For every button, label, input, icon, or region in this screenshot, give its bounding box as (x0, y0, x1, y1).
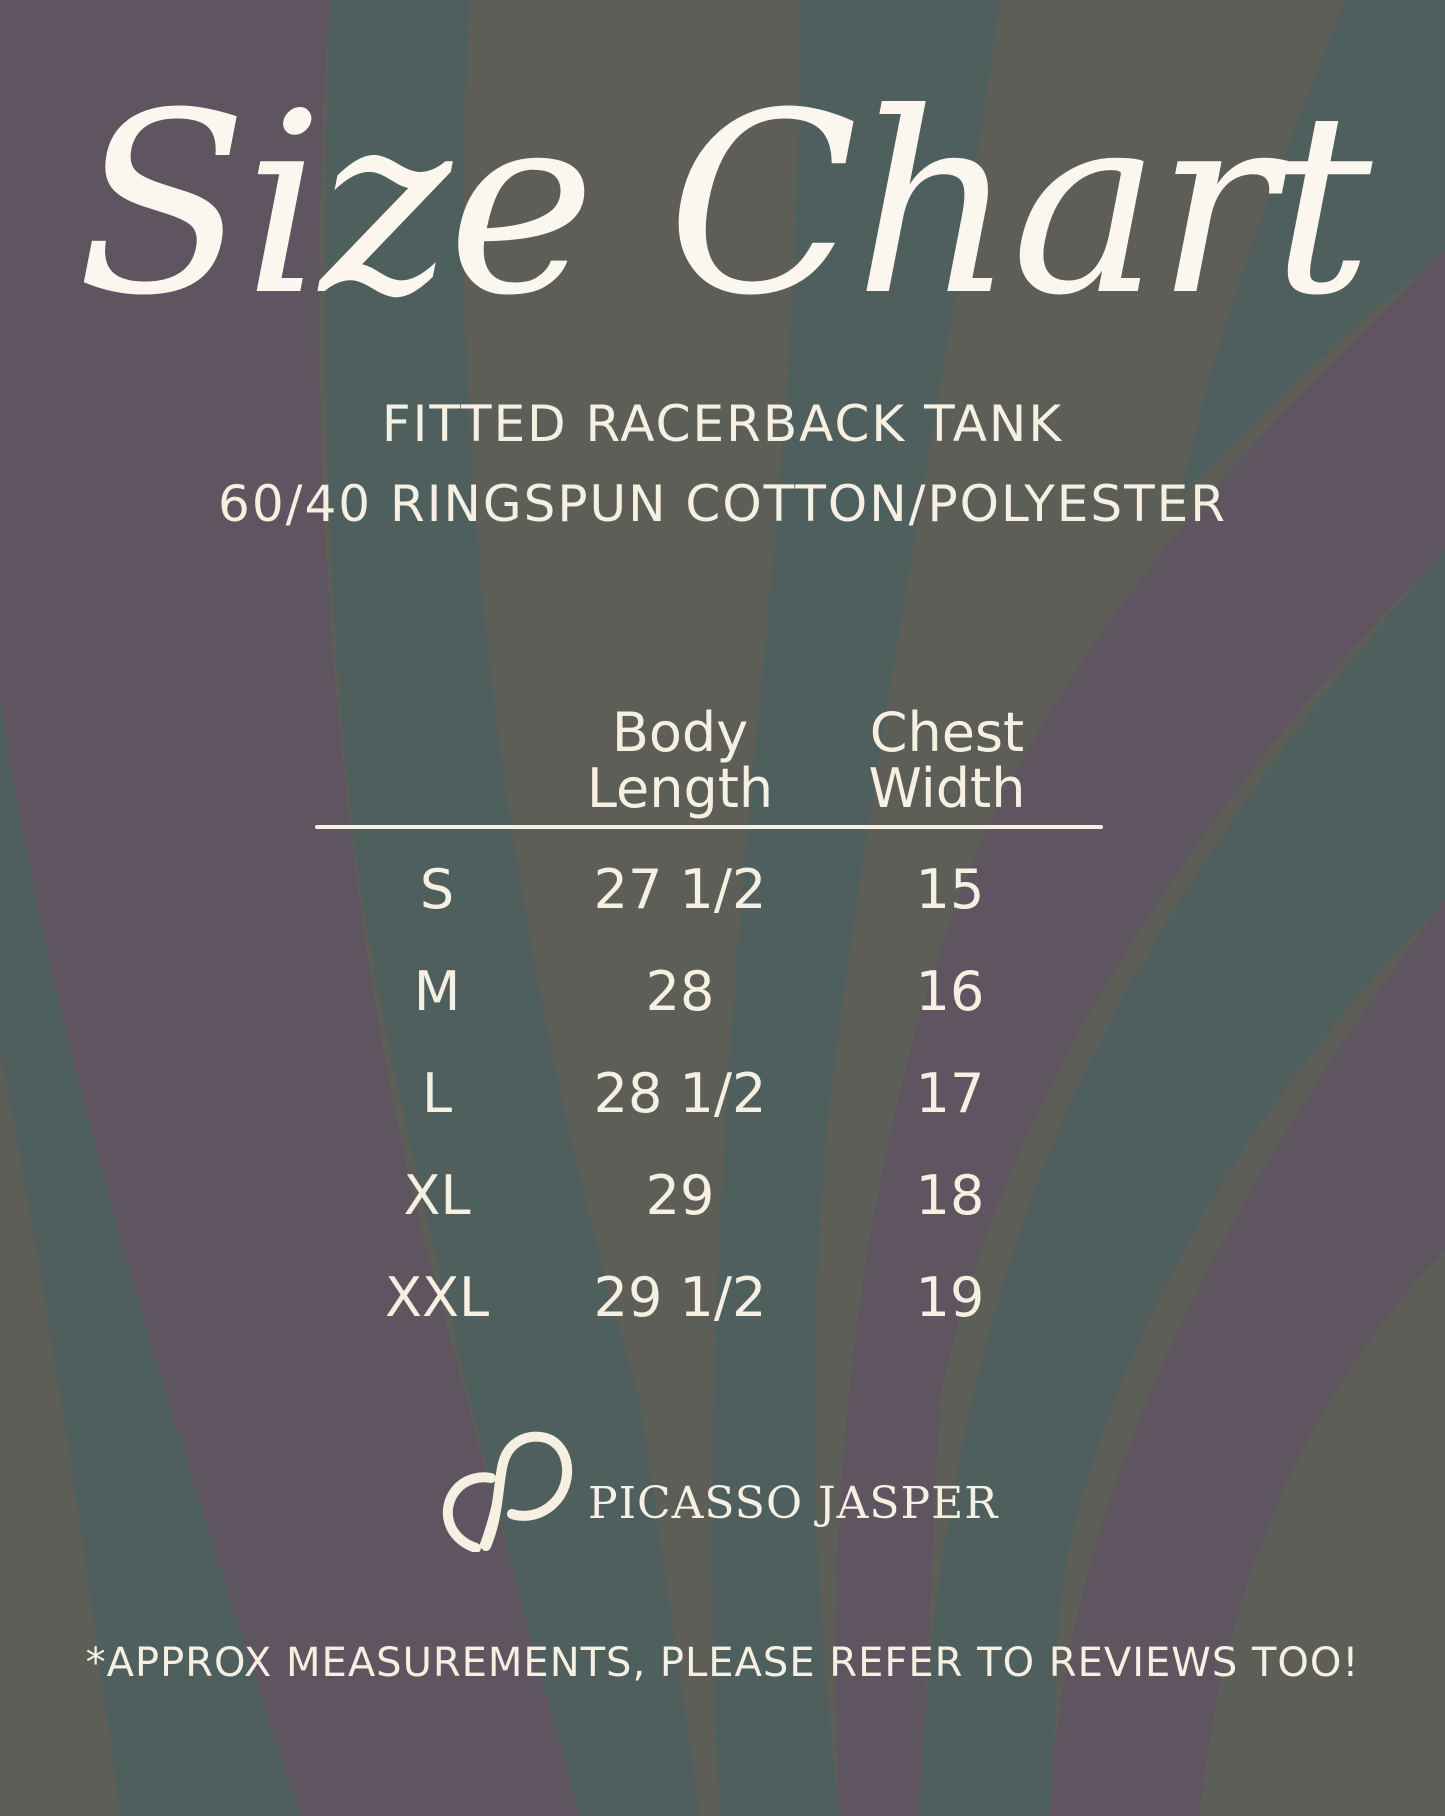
footnote: *APPROX MEASUREMENTS, PLEASE REFER TO RE… (85, 1640, 1360, 1686)
cell-size: L (421, 1062, 453, 1125)
cell-body-length: 28 1/2 (593, 1062, 767, 1125)
cell-body-length: 28 (645, 960, 715, 1023)
pj-monogram-logo-icon (442, 1431, 573, 1552)
header-chest-width: Chest Width (797, 705, 1097, 817)
brand-name: PICASSO JASPER (588, 1478, 999, 1529)
cell-chest-width: 18 (915, 1164, 985, 1227)
cell-chest-width: 19 (915, 1266, 985, 1329)
header-line: Width (868, 757, 1026, 820)
cell-size: XXL (384, 1266, 490, 1329)
product-name: FITTED RACERBACK TANK (381, 395, 1064, 453)
cell-size: S (419, 858, 455, 921)
cell-body-length: 29 1/2 (593, 1266, 767, 1329)
fabric-composition: 60/40 RINGSPUN COTTON/POLYESTER (218, 475, 1227, 533)
cell-body-length: 27 1/2 (593, 858, 767, 921)
header-line: Length (586, 757, 774, 820)
header-line: Body (611, 701, 749, 764)
cell-body-length: 29 (645, 1164, 715, 1227)
cell-chest-width: 17 (915, 1062, 985, 1125)
cell-size: M (413, 960, 461, 1023)
header-line: Chest (869, 701, 1025, 764)
page-title: Size Chart (76, 59, 1373, 350)
header-divider (315, 825, 1103, 829)
cell-size: XL (403, 1164, 471, 1227)
cell-chest-width: 15 (915, 858, 985, 921)
header-body-length: Body Length (530, 705, 830, 817)
cell-chest-width: 16 (915, 960, 985, 1023)
